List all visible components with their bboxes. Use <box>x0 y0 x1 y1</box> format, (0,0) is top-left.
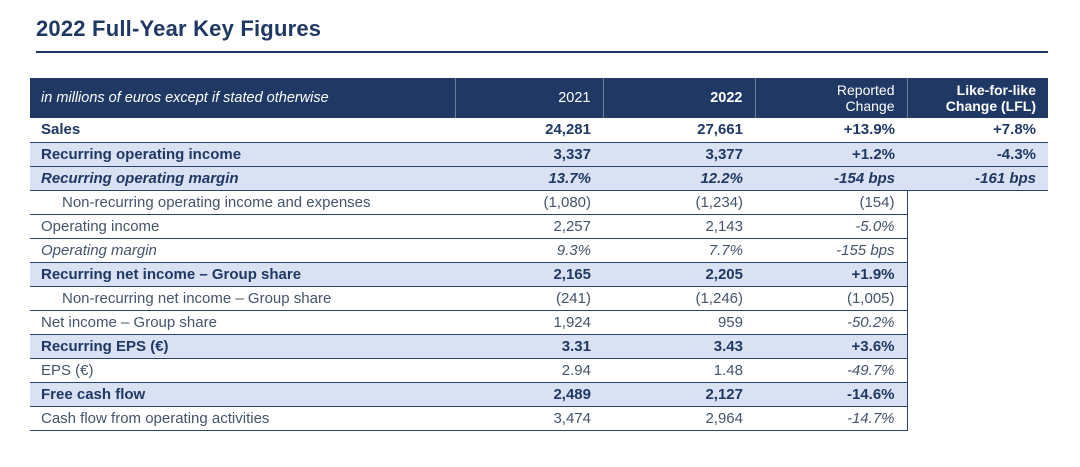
value-2022: 2,143 <box>603 214 755 239</box>
title-divider <box>36 51 1048 53</box>
header-2021: 2021 <box>454 78 603 118</box>
row-label: Recurring operating income <box>30 142 455 167</box>
header-reported-change: Reported Change <box>754 78 907 118</box>
value-reported-change: +13.9% <box>755 118 907 143</box>
table-body: Sales 24,281 27,661 +13.9% +7.8% Recurri… <box>30 118 1048 431</box>
value-2022: 3,377 <box>603 142 755 167</box>
header-lfl-change: Like-for-like Change (LFL) <box>906 78 1048 118</box>
row-label: Non-recurring net income – Group share <box>30 286 455 311</box>
row-label: Net income – Group share <box>30 310 455 335</box>
value-2021: 3,337 <box>455 142 603 167</box>
table-row: Non-recurring net income – Group share (… <box>30 286 1048 311</box>
table-row: Sales 24,281 27,661 +13.9% +7.8% <box>30 118 1048 143</box>
table-row: Recurring EPS (€) 3.31 3.43 +3.6% <box>30 334 1048 359</box>
header-2022: 2022 <box>602 78 755 118</box>
table-row: Operating income 2,257 2,143 -5.0% <box>30 214 1048 239</box>
value-2021: (1,080) <box>455 190 603 215</box>
value-2021: 2,257 <box>455 214 603 239</box>
value-lfl-change <box>907 286 1048 310</box>
value-lfl-change <box>907 310 1048 334</box>
table-row: Free cash flow 2,489 2,127 -14.6% <box>30 382 1048 407</box>
table-row: Recurring operating income 3,337 3,377 +… <box>30 142 1048 167</box>
value-2021: 24,281 <box>455 118 603 143</box>
value-reported-change: -50.2% <box>755 310 908 335</box>
row-label: Free cash flow <box>30 382 455 407</box>
value-reported-change: -154 bps <box>755 166 907 191</box>
value-lfl-change <box>907 190 1048 214</box>
value-2021: 2.94 <box>455 358 603 383</box>
value-2022: 1.48 <box>603 358 755 383</box>
value-lfl-change: +7.8% <box>907 118 1048 143</box>
value-lfl-change <box>907 382 1048 406</box>
table-row: Non-recurring operating income and expen… <box>30 190 1048 215</box>
value-2022: 12.2% <box>603 166 755 191</box>
table-header-row: in millions of euros except if stated ot… <box>30 78 1048 118</box>
value-lfl-change: -161 bps <box>907 166 1048 191</box>
row-label: Operating margin <box>30 238 455 263</box>
value-2022: 2,205 <box>603 262 755 287</box>
value-lfl-change <box>907 358 1048 382</box>
header-units-note: in millions of euros except if stated ot… <box>30 78 455 118</box>
value-reported-change: (154) <box>755 190 908 215</box>
value-2021: 2,489 <box>455 382 603 407</box>
table-row: Net income – Group share 1,924 959 -50.2… <box>30 310 1048 335</box>
value-2022: 2,127 <box>603 382 755 407</box>
value-lfl-change <box>907 262 1048 286</box>
value-2021: 3.31 <box>455 334 603 359</box>
value-reported-change: -49.7% <box>755 358 908 383</box>
value-lfl-change <box>907 334 1048 358</box>
key-figures-table: in millions of euros except if stated ot… <box>30 78 1048 431</box>
row-label: Non-recurring operating income and expen… <box>30 190 455 215</box>
value-2021: 13.7% <box>455 166 603 191</box>
value-2022: 27,661 <box>603 118 755 143</box>
value-reported-change: (1,005) <box>755 286 908 311</box>
row-label: Sales <box>30 118 455 143</box>
value-2021: 3,474 <box>455 406 603 431</box>
row-label: Recurring EPS (€) <box>30 334 455 359</box>
document-page: 2022 Full-Year Key Figures in millions o… <box>30 16 1048 431</box>
value-2022: 7.7% <box>603 238 755 263</box>
row-label: Cash flow from operating activities <box>30 406 455 431</box>
value-2022: 959 <box>603 310 755 335</box>
value-reported-change: -14.7% <box>755 406 908 431</box>
value-reported-change: +1.9% <box>755 262 908 287</box>
value-lfl-change <box>907 406 1048 430</box>
value-2021: 1,924 <box>455 310 603 335</box>
table-row: Cash flow from operating activities 3,47… <box>30 406 1048 431</box>
value-2021: 2,165 <box>455 262 603 287</box>
value-lfl-change <box>907 214 1048 238</box>
value-2022: (1,246) <box>603 286 755 311</box>
row-label: Operating income <box>30 214 455 239</box>
table-row: Recurring operating margin 13.7% 12.2% -… <box>30 166 1048 191</box>
value-reported-change: +3.6% <box>755 334 908 359</box>
value-2022: 3.43 <box>603 334 755 359</box>
value-lfl-change: -4.3% <box>907 142 1048 167</box>
value-reported-change: -5.0% <box>755 214 908 239</box>
table-row: Recurring net income – Group share 2,165… <box>30 262 1048 287</box>
value-lfl-change <box>907 238 1048 262</box>
row-label: Recurring operating margin <box>30 166 455 191</box>
table-row: EPS (€) 2.94 1.48 -49.7% <box>30 358 1048 383</box>
page-title: 2022 Full-Year Key Figures <box>36 16 322 41</box>
value-reported-change: +1.2% <box>755 142 907 167</box>
value-reported-change: -14.6% <box>755 382 908 407</box>
table-row: Operating margin 9.3% 7.7% -155 bps <box>30 238 1048 263</box>
value-2021: (241) <box>455 286 603 311</box>
value-2022: 2,964 <box>603 406 755 431</box>
row-label: EPS (€) <box>30 358 455 383</box>
row-label: Recurring net income – Group share <box>30 262 455 287</box>
value-2022: (1,234) <box>603 190 755 215</box>
value-reported-change: -155 bps <box>755 238 908 263</box>
value-2021: 9.3% <box>455 238 603 263</box>
